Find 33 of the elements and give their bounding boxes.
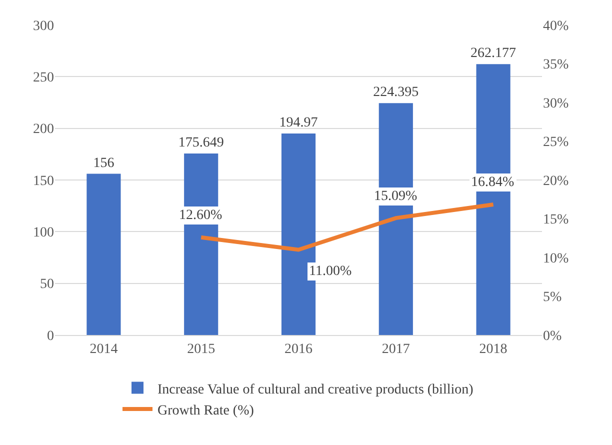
legend-label: Growth Rate (%) [158,403,254,418]
y-tick-label: 0 [47,328,54,344]
data-label: 16.84% [471,175,514,190]
data-label: 194.97 [279,116,318,131]
data-label: 156 [93,156,114,171]
y-tick-label: 50 [40,277,54,292]
x-tick-label: 2014 [90,342,118,357]
data-label: 262.177 [470,46,516,62]
y-tick-label: 100 [33,226,54,241]
data-label: 12.60% [179,208,222,223]
data-label: 175.649 [178,136,224,150]
bar [86,174,121,335]
y-tick-label: 200 [33,122,54,138]
y2-tick-label: 35% [543,58,569,73]
y2-tick-label: 15% [543,212,569,228]
legend-label: Increase Value of cultural and creative products (billion) [158,382,474,398]
y2-tick-label: 25% [543,135,569,150]
y-tick-label: 300 [33,18,54,34]
y2-tick-label: 40% [543,18,569,34]
y2-tick-label: 5% [543,290,562,306]
x-tick-label: 2016 [284,342,312,357]
data-label: 224.395 [373,85,419,100]
x-tick-label: 2018 [479,342,508,357]
x-tick-label: 2015 [187,342,216,357]
y-tick-label: 150 [33,174,54,189]
y-tick-label: 250 [33,70,54,86]
y2-tick-label: 0% [543,328,562,344]
y2-tick-label: 30% [543,96,569,112]
data-label: 11.00% [309,264,352,279]
y2-tick-label: 20% [543,174,569,189]
data-label: 15.09% [374,189,418,204]
y2-tick-label: 10% [543,251,569,266]
x-tick-label: 2017 [382,342,410,357]
